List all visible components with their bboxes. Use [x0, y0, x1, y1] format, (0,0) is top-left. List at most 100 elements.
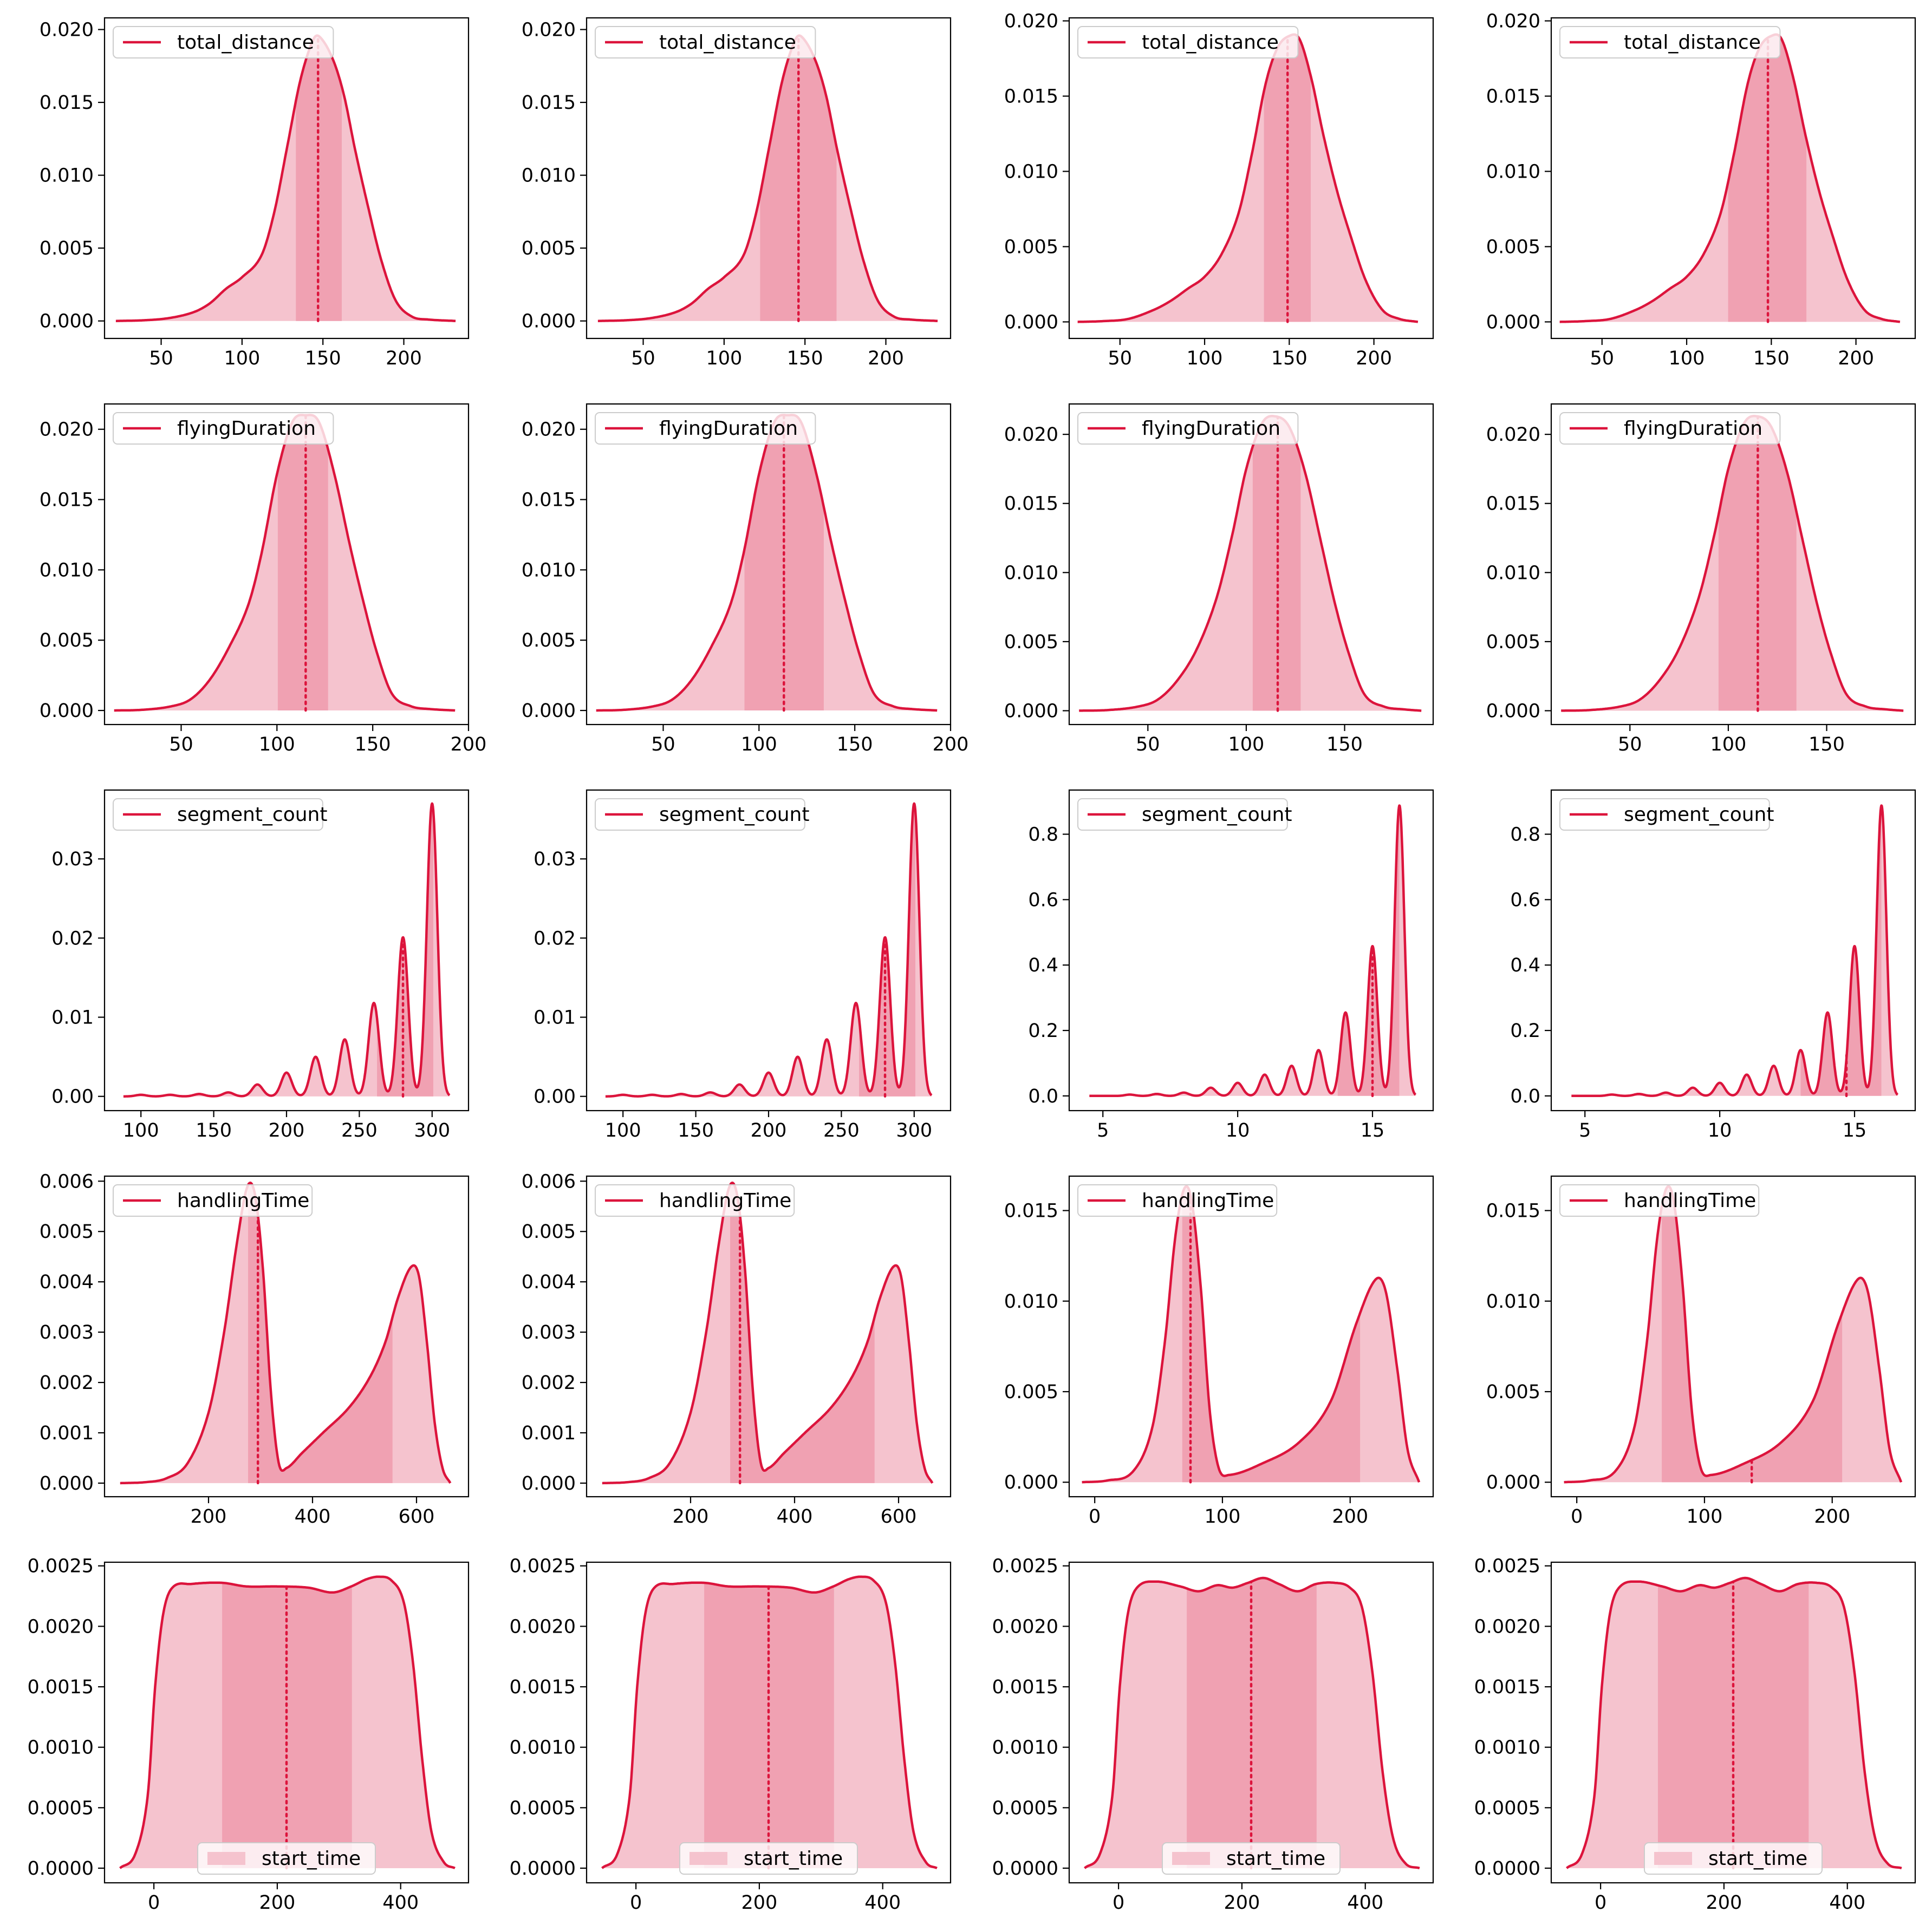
y-tick-label: 0.0: [1028, 1086, 1058, 1107]
y-tick-label: 0.000: [1004, 1472, 1058, 1493]
x-tick-label: 5: [1579, 1120, 1591, 1141]
y-tick-label: 0.015: [1486, 493, 1540, 515]
x-tick-label: 250: [823, 1120, 860, 1141]
y-tick-label: 0.000: [1004, 700, 1058, 722]
legend-box: [1559, 26, 1781, 58]
iqr-band: [248, 1183, 393, 1483]
y-tick-label: 0.010: [1004, 161, 1058, 182]
iqr-band: [1337, 805, 1400, 1096]
legend-box: [679, 1842, 858, 1875]
y-tick-label: 0.001: [522, 1423, 576, 1444]
y-tick-label: 0.020: [1004, 11, 1058, 32]
legend-label: handlingTime: [1624, 1190, 1756, 1212]
legend-label: segment_count: [659, 804, 809, 826]
y-tick-label: 0.00: [51, 1086, 94, 1108]
legend-box: [113, 798, 323, 831]
y-tick-label: 0.0015: [992, 1676, 1058, 1698]
iqr-band: [1662, 1186, 1843, 1483]
axes-frame: [1068, 17, 1434, 340]
y-tick-label: 0.001: [40, 1423, 94, 1444]
subplot-start_time-3: 0 200 400 0.0000 0.0005 0.0010 0.0015 0.0020 0.0…: [992, 1556, 1434, 1914]
y-tick-label: 0.0020: [992, 1616, 1058, 1638]
y-tick-label: 0.2: [1510, 1020, 1540, 1042]
x-tick-label: 10: [1226, 1120, 1250, 1141]
y-tick-label: 0.020: [40, 419, 94, 441]
x-tick-label: 100: [259, 734, 295, 755]
density-curve: [1563, 1185, 1903, 1484]
y-tick-label: 0.005: [522, 630, 576, 651]
subplot-total_distance-2: 50 100 150 200 0.000 0.005 0.010 0.015 0.020 tota…: [522, 17, 952, 369]
y-tick-label: 0.0005: [1474, 1797, 1540, 1819]
y-tick-label: 0.005: [1486, 1381, 1540, 1403]
legend-label: handlingTime: [177, 1190, 309, 1212]
y-tick-label: 0.020: [522, 19, 576, 41]
x-tick-label: 150: [196, 1120, 232, 1141]
legend-label: flyingDuration: [177, 417, 316, 440]
density-curve: [1088, 804, 1417, 1098]
y-tick-label: 0.003: [40, 1322, 94, 1343]
x-tick-label: 0: [630, 1892, 642, 1914]
x-tick-label: 150: [678, 1120, 714, 1141]
iqr-band: [1252, 416, 1301, 711]
y-tick-label: 0.0020: [510, 1616, 576, 1638]
x-tick-label: 400: [864, 1892, 901, 1914]
legend-box: [113, 26, 334, 58]
subplot-handlingTime-3: 0 100 200 0.000 0.005 0.010 0.015 handlingTime: [1004, 1175, 1434, 1528]
legend-box: [1559, 412, 1781, 445]
y-tick-label: 0.000: [1486, 700, 1540, 722]
y-tick-label: 0.03: [51, 849, 94, 870]
y-tick-label: 0.010: [1004, 1291, 1058, 1313]
subplot-handlingTime-2: 200 400 600 0.000 0.001 0.002 0.003 0.004 0.005 0…: [522, 1171, 952, 1528]
x-tick-label: 200: [673, 1506, 709, 1528]
y-tick-label: 0.005: [40, 630, 94, 651]
y-tick-label: 0.015: [1486, 86, 1540, 108]
y-tick-label: 0.005: [40, 1221, 94, 1243]
axes-frame: [1068, 789, 1434, 1112]
axes-frame: [1068, 1175, 1434, 1498]
iqr-band: [744, 415, 824, 710]
legend-box: [595, 1184, 795, 1217]
density-curve: [120, 1182, 452, 1485]
legend-box: [1077, 412, 1299, 445]
legend-box: [595, 798, 805, 831]
x-tick-label: 100: [123, 1120, 159, 1141]
legend-box: [197, 1842, 376, 1875]
y-tick-label: 0.003: [522, 1322, 576, 1343]
x-tick-label: 200: [191, 1506, 227, 1528]
y-tick-label: 0.005: [1486, 631, 1540, 653]
density-curve: [1081, 1185, 1421, 1484]
x-tick-label: 150: [305, 348, 341, 369]
density-fill: [1079, 416, 1422, 711]
x-tick-label: 150: [1753, 348, 1790, 369]
x-tick-label: 50: [1590, 348, 1614, 369]
legend-box: [113, 1184, 313, 1217]
y-tick-label: 0.010: [522, 165, 576, 187]
x-tick-label: 200: [933, 734, 969, 755]
x-tick-label: 150: [1809, 734, 1845, 755]
x-tick-label: 100: [1669, 348, 1705, 369]
subplot-segment_count-4: 5 10 15 0.0 0.2 0.4 0.6 0.8 segment_count: [1510, 789, 1916, 1141]
x-tick-label: 200: [1356, 348, 1392, 369]
density-curve: [1078, 415, 1422, 712]
x-tick-label: 100: [605, 1120, 641, 1141]
y-tick-label: 0.015: [1004, 1201, 1058, 1222]
legend-label: segment_count: [1142, 804, 1292, 826]
y-tick-label: 0.0010: [992, 1737, 1058, 1759]
x-tick-label: 250: [341, 1120, 378, 1141]
legend-box: [595, 26, 816, 58]
legend-label: handlingTime: [659, 1190, 791, 1212]
y-tick-label: 0.015: [1004, 493, 1058, 515]
y-tick-label: 0.020: [40, 19, 94, 41]
y-tick-label: 0.00: [534, 1086, 576, 1108]
iqr-band: [730, 1183, 875, 1483]
y-tick-label: 0.006: [522, 1171, 576, 1192]
legend-label: flyingDuration: [1624, 417, 1762, 440]
y-tick-label: 0.0000: [510, 1858, 576, 1880]
x-tick-label: 300: [896, 1120, 932, 1141]
x-tick-label: 10: [1708, 1120, 1732, 1141]
axes-frame: [586, 789, 952, 1112]
axes-frame: [1550, 1175, 1916, 1498]
x-tick-label: 50: [1618, 734, 1642, 755]
legend-label: total_distance: [1142, 31, 1279, 54]
y-tick-label: 0.4: [1510, 955, 1540, 976]
